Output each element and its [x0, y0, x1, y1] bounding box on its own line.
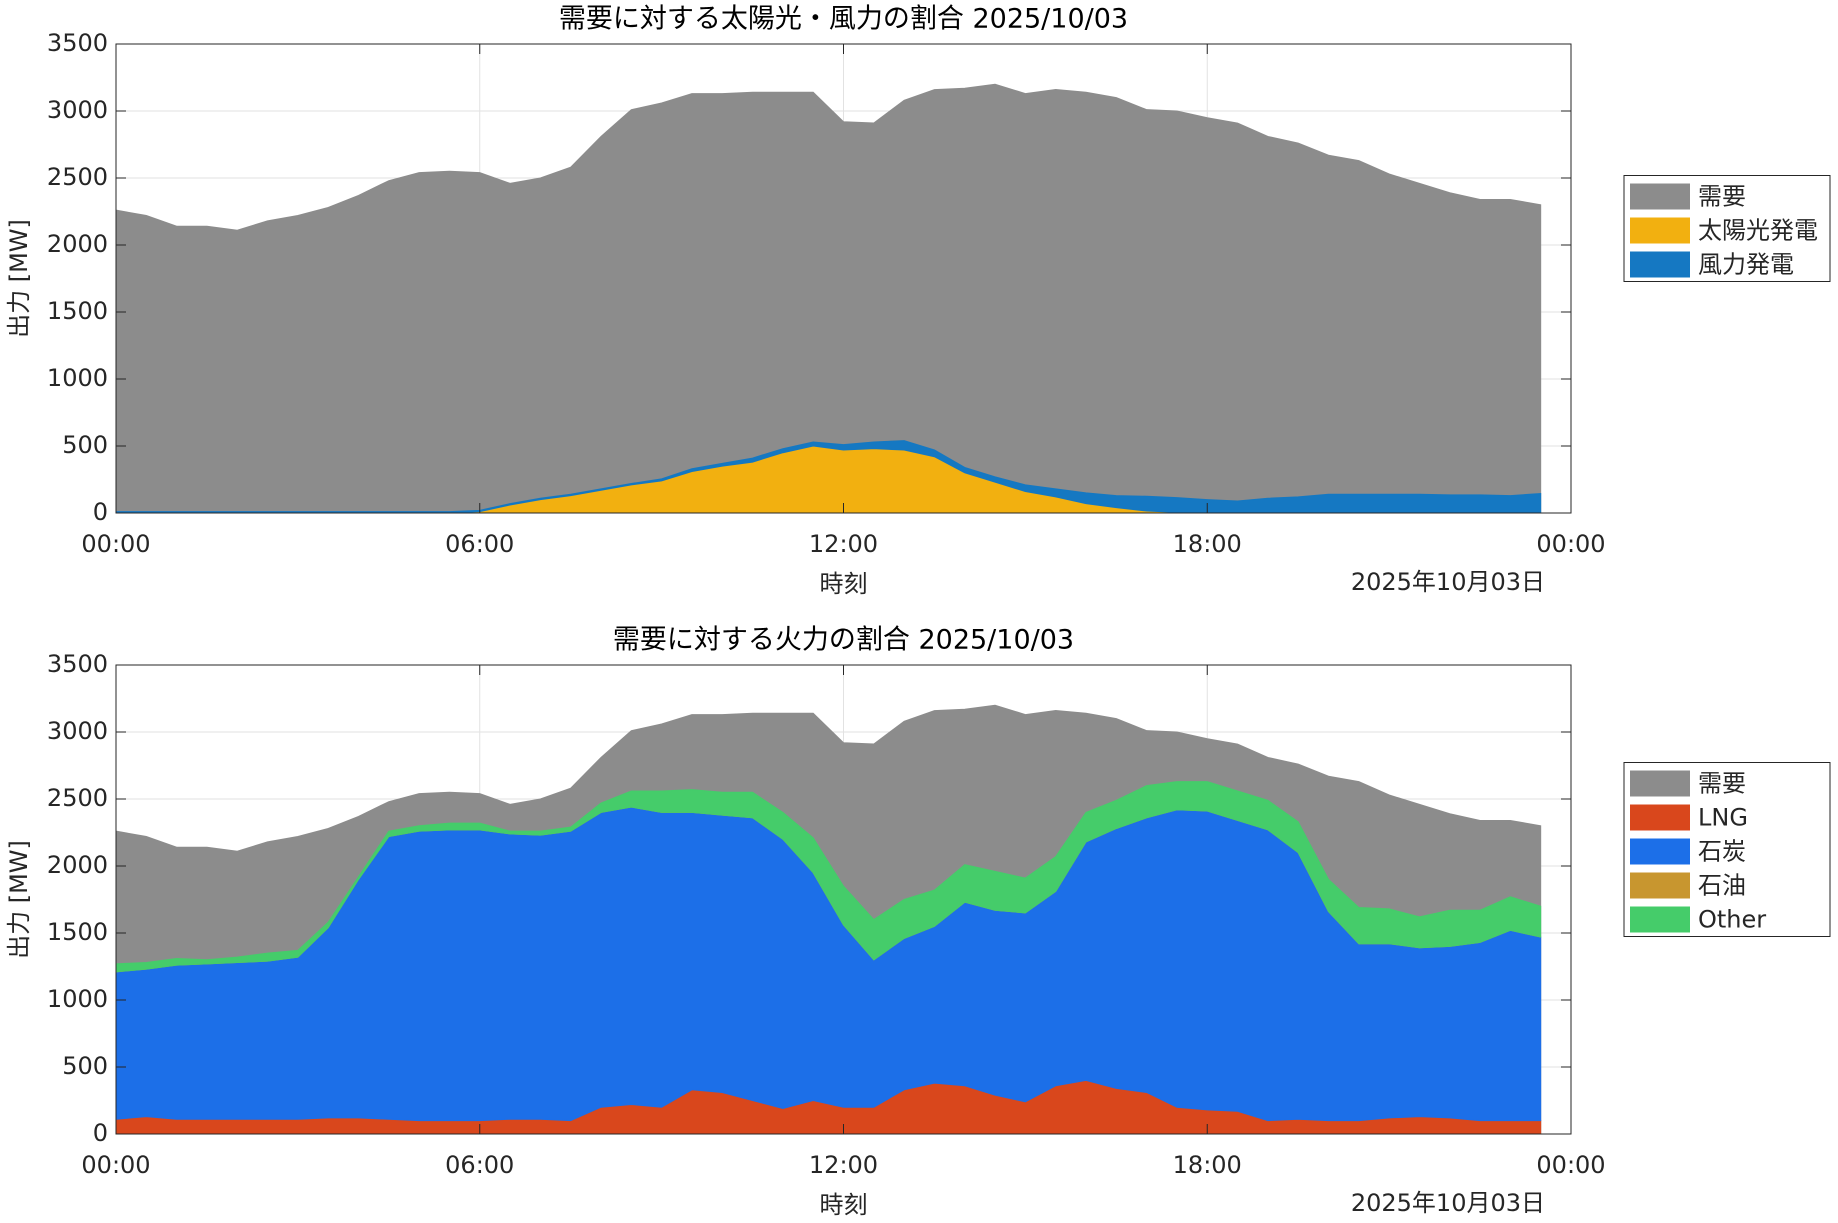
legend-swatch — [1630, 838, 1690, 865]
y-tick-label: 3000 — [47, 717, 108, 745]
legend-swatch — [1630, 804, 1690, 831]
x-axis-label: 時刻 — [820, 1191, 868, 1219]
x-tick-label: 06:00 — [445, 530, 514, 558]
legend-label: 石炭 — [1698, 838, 1746, 866]
legend-label: 太陽光発電 — [1698, 217, 1818, 245]
date-label: 2025年10月03日 — [1351, 568, 1545, 596]
x-tick-label: 00:00 — [81, 530, 150, 558]
legend-label: Other — [1698, 906, 1766, 934]
y-tick-label: 2500 — [47, 784, 108, 812]
x-tick-label: 06:00 — [445, 1151, 514, 1179]
x-axis-label: 時刻 — [820, 570, 868, 598]
legend-label: 石油 — [1698, 872, 1746, 900]
chart-title: 需要に対する火力の割合 2025/10/03 — [613, 625, 1074, 656]
x-tick-label: 18:00 — [1173, 1151, 1242, 1179]
x-tick-label: 12:00 — [809, 530, 878, 558]
y-tick-label: 3500 — [47, 29, 108, 57]
y-tick-label: 1500 — [47, 918, 108, 946]
legend-swatch — [1630, 217, 1690, 244]
y-tick-label: 500 — [62, 431, 108, 459]
legend-label: 需要 — [1698, 770, 1746, 798]
legend-label: 風力発電 — [1698, 251, 1794, 279]
x-tick-label: 18:00 — [1173, 530, 1242, 558]
x-tick-label: 00:00 — [1536, 530, 1605, 558]
y-tick-label: 0 — [93, 1119, 108, 1147]
y-axis-label: 出力 [MW] — [5, 219, 33, 338]
legend-swatch — [1630, 770, 1690, 797]
x-tick-label: 12:00 — [809, 1151, 878, 1179]
legend-swatch — [1630, 906, 1690, 933]
legend-label: 需要 — [1698, 183, 1746, 211]
y-tick-label: 1500 — [47, 297, 108, 325]
y-tick-label: 1000 — [47, 364, 108, 392]
y-tick-label: 0 — [93, 498, 108, 526]
legend-label: LNG — [1698, 804, 1748, 832]
x-tick-label: 00:00 — [1536, 1151, 1605, 1179]
y-tick-label: 2500 — [47, 163, 108, 191]
y-tick-label: 3000 — [47, 96, 108, 124]
legend-swatch — [1630, 251, 1690, 278]
legend-swatch — [1630, 872, 1690, 899]
area — [115, 781, 1542, 973]
date-label: 2025年10月03日 — [1351, 1189, 1545, 1217]
x-tick-label: 00:00 — [81, 1151, 150, 1179]
y-tick-label: 500 — [62, 1052, 108, 1080]
y-tick-label: 3500 — [47, 650, 108, 678]
legend-swatch — [1630, 183, 1690, 210]
y-axis-label: 出力 [MW] — [5, 840, 33, 959]
y-tick-label: 2000 — [47, 230, 108, 258]
y-tick-label: 2000 — [47, 851, 108, 879]
y-tick-label: 1000 — [47, 985, 108, 1013]
chart-title: 需要に対する太陽光・風力の割合 2025/10/03 — [559, 4, 1128, 35]
